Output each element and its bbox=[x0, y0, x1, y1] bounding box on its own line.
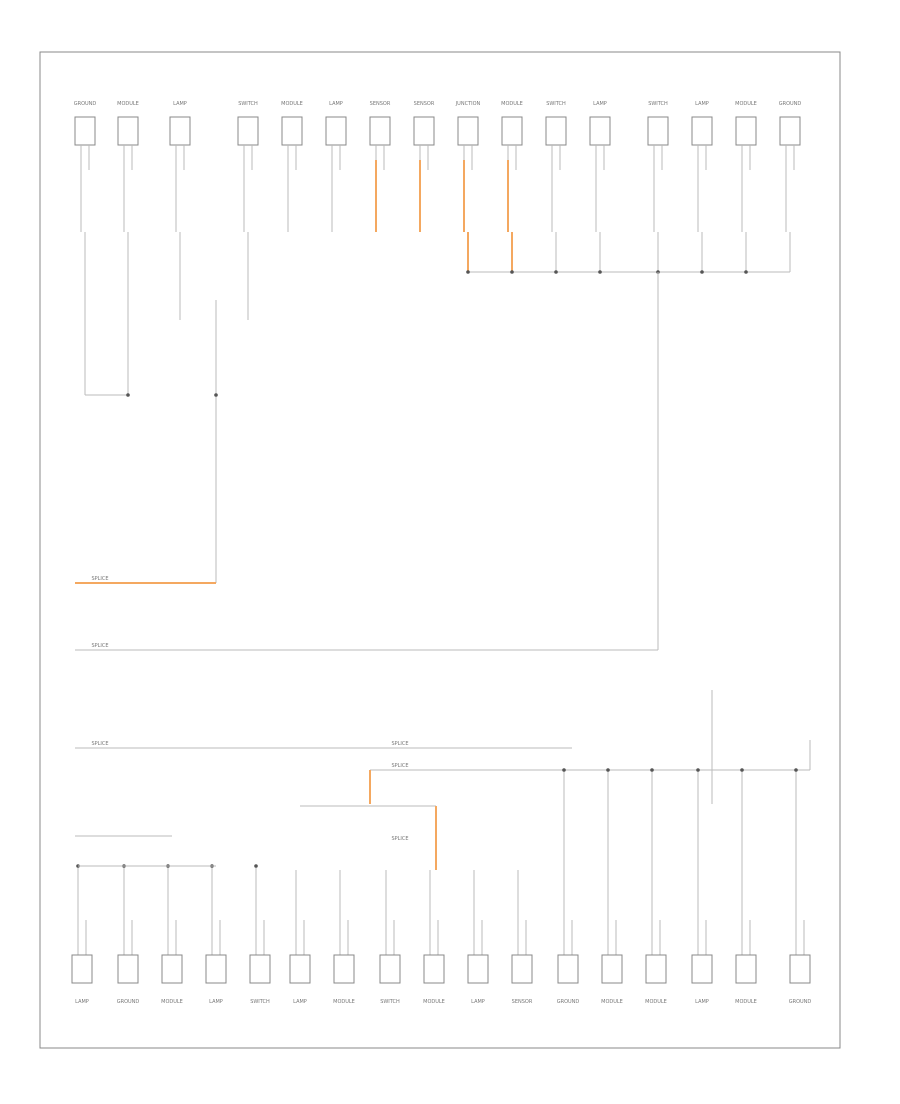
connector-box bbox=[325, 116, 347, 146]
connector-box bbox=[557, 954, 579, 984]
component-label: LAMP bbox=[329, 101, 343, 107]
component-label: MODULE bbox=[735, 999, 757, 1005]
component-label: MODULE bbox=[281, 101, 303, 107]
component-label: LAMP bbox=[293, 999, 307, 1005]
connector-box bbox=[74, 116, 96, 146]
connector-box bbox=[281, 116, 303, 146]
splice-label: SPLICE bbox=[391, 741, 408, 747]
splice-dot bbox=[214, 393, 218, 397]
connector-box bbox=[71, 954, 93, 984]
connector-box bbox=[423, 954, 445, 984]
splice-dot bbox=[696, 768, 700, 772]
component-label: LAMP bbox=[75, 999, 89, 1005]
splice-label: SPLICE bbox=[391, 763, 408, 769]
component-label: SENSOR bbox=[512, 999, 533, 1005]
splice-dot bbox=[126, 393, 130, 397]
connector-box bbox=[379, 954, 401, 984]
component-label: MODULE bbox=[117, 101, 139, 107]
connector-box bbox=[333, 954, 355, 984]
splice-dot bbox=[650, 768, 654, 772]
component-label: SWITCH bbox=[238, 101, 258, 107]
splice-dot bbox=[700, 270, 704, 274]
component-label: GROUND bbox=[789, 999, 812, 1005]
connector-box bbox=[467, 954, 489, 984]
connector-box bbox=[501, 116, 523, 146]
connector-box bbox=[647, 116, 669, 146]
connector-box bbox=[161, 954, 183, 984]
connector-box bbox=[369, 116, 391, 146]
component-label: GROUND bbox=[779, 101, 802, 107]
splice-label: SPLICE bbox=[391, 836, 408, 842]
splice-dot bbox=[562, 768, 566, 772]
splice-dot bbox=[744, 270, 748, 274]
component-label: MODULE bbox=[423, 999, 445, 1005]
connector-box bbox=[735, 954, 757, 984]
component-label: MODULE bbox=[501, 101, 523, 107]
splice-dot bbox=[606, 768, 610, 772]
component-label: GROUND bbox=[74, 101, 97, 107]
component-label: LAMP bbox=[593, 101, 607, 107]
connector-box bbox=[457, 116, 479, 146]
splice-dot bbox=[254, 864, 258, 868]
component-label: LAMP bbox=[695, 999, 709, 1005]
splice-dot bbox=[510, 270, 514, 274]
splice-dot bbox=[740, 768, 744, 772]
connector-box bbox=[601, 954, 623, 984]
splice-label: SPLICE bbox=[91, 643, 108, 649]
component-label: SENSOR bbox=[414, 101, 435, 107]
connector-box bbox=[589, 116, 611, 146]
component-label: MODULE bbox=[161, 999, 183, 1005]
component-label: LAMP bbox=[695, 101, 709, 107]
splice-label: SPLICE bbox=[91, 576, 108, 582]
component-label: SENSOR bbox=[370, 101, 391, 107]
splice-dot bbox=[466, 270, 470, 274]
connector-box bbox=[169, 116, 191, 146]
splice-label: SPLICE bbox=[91, 741, 108, 747]
component-label: LAMP bbox=[471, 999, 485, 1005]
connector-box bbox=[789, 954, 811, 984]
connector-box bbox=[117, 116, 139, 146]
connector-box bbox=[735, 116, 757, 146]
splice-dot bbox=[598, 270, 602, 274]
component-label: SWITCH bbox=[380, 999, 400, 1005]
connector-box bbox=[645, 954, 667, 984]
connector-box bbox=[779, 116, 801, 146]
component-label: SWITCH bbox=[250, 999, 270, 1005]
splice-dot bbox=[794, 768, 798, 772]
component-label: LAMP bbox=[173, 101, 187, 107]
connector-box bbox=[413, 116, 435, 146]
connector-box bbox=[289, 954, 311, 984]
component-label: SWITCH bbox=[546, 101, 566, 107]
frame bbox=[39, 51, 841, 1049]
component-label: MODULE bbox=[645, 999, 667, 1005]
connector-box bbox=[691, 954, 713, 984]
component-label: GROUND bbox=[117, 999, 140, 1005]
connector-box bbox=[117, 954, 139, 984]
component-label: SWITCH bbox=[648, 101, 668, 107]
splice-dot bbox=[554, 270, 558, 274]
connector-box bbox=[237, 116, 259, 146]
component-label: MODULE bbox=[601, 999, 623, 1005]
component-label: GROUND bbox=[557, 999, 580, 1005]
component-label: MODULE bbox=[333, 999, 355, 1005]
component-label: JUNCTION bbox=[455, 101, 481, 107]
connector-box bbox=[691, 116, 713, 146]
component-label: MODULE bbox=[735, 101, 757, 107]
component-label: LAMP bbox=[209, 999, 223, 1005]
connector-box bbox=[205, 954, 227, 984]
connector-box bbox=[545, 116, 567, 146]
connector-box bbox=[249, 954, 271, 984]
connector-box bbox=[511, 954, 533, 984]
